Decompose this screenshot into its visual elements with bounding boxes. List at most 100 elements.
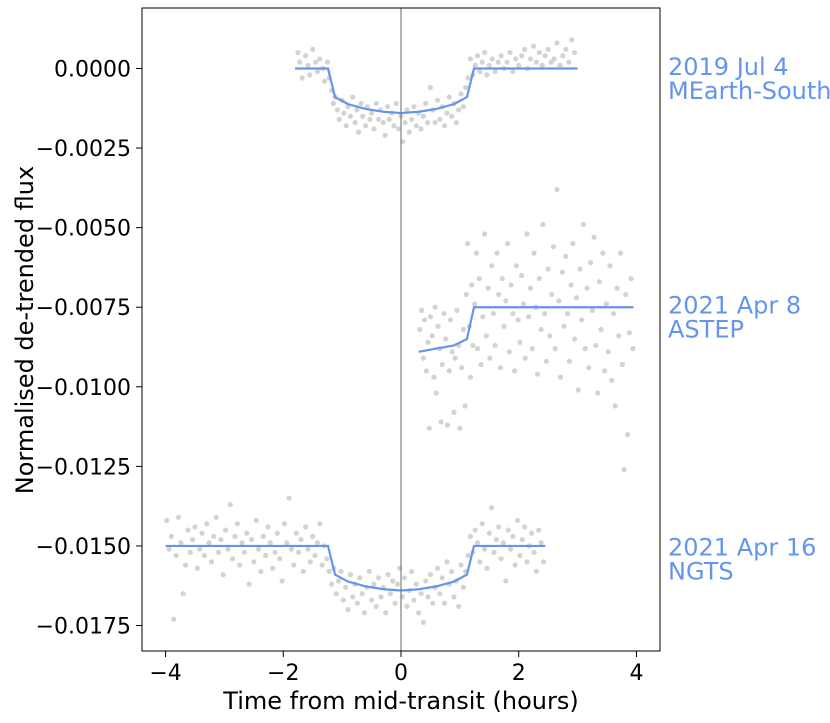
data-point (434, 565, 441, 571)
data-point (438, 419, 444, 425)
data-point (399, 594, 405, 600)
data-point (286, 495, 292, 501)
data-point (560, 53, 566, 59)
model-curve (295, 67, 578, 115)
data-point (413, 123, 419, 129)
y-axis-ticks: 0.0000 −0.0025 −0.0050 −0.0075 −0.0100 −0.012… (36, 57, 142, 640)
data-point (421, 317, 428, 323)
data-point (288, 546, 295, 552)
series-annotation-line: NGTS (668, 558, 734, 586)
data-point (222, 527, 229, 533)
data-point (359, 591, 365, 597)
data-point (529, 346, 535, 352)
data-point (295, 49, 301, 56)
data-point (514, 517, 521, 524)
data-point (427, 84, 434, 91)
data-point (493, 536, 499, 543)
data-point (429, 333, 435, 339)
data-point (496, 291, 502, 298)
data-point (621, 466, 627, 473)
data-point (340, 597, 346, 603)
data-point (413, 581, 419, 587)
data-point (626, 330, 632, 336)
data-point (383, 610, 389, 616)
data-point (563, 253, 569, 259)
data-point (460, 104, 466, 110)
data-point (194, 565, 200, 571)
data-point (460, 584, 466, 590)
data-point (554, 186, 560, 193)
data-point (612, 403, 618, 409)
data-point (549, 291, 555, 298)
data-point (248, 536, 255, 543)
data-point (423, 578, 429, 584)
data-point (368, 597, 375, 603)
data-point (474, 53, 481, 59)
data-point (437, 116, 443, 123)
data-point (465, 552, 471, 559)
data-point (404, 603, 410, 610)
data-point (197, 546, 203, 552)
data-point (481, 231, 488, 237)
data-point (279, 578, 285, 584)
data-point (206, 540, 212, 546)
data-point (547, 333, 553, 339)
data-point (313, 59, 319, 65)
data-point (225, 546, 231, 552)
data-point (208, 559, 215, 565)
data-point (467, 533, 474, 540)
data-point (462, 403, 468, 409)
data-point (298, 536, 304, 543)
data-point (472, 62, 478, 68)
data-point (485, 285, 491, 291)
x-tick-label: 2 (512, 661, 526, 686)
data-point (258, 568, 264, 575)
data-point (433, 390, 439, 396)
data-point (246, 581, 252, 587)
data-point (473, 250, 479, 256)
data-point (519, 53, 525, 59)
data-point (477, 559, 483, 565)
data-point (520, 301, 527, 307)
data-point (267, 540, 273, 546)
data-point (390, 578, 396, 584)
data-point (341, 110, 347, 116)
data-point (550, 244, 557, 250)
data-point (487, 355, 493, 361)
data-point (498, 53, 504, 59)
data-point (623, 291, 629, 298)
data-point (453, 119, 459, 126)
data-point (393, 100, 399, 107)
data-point (465, 75, 471, 81)
data-point (336, 578, 342, 584)
data-point (443, 336, 449, 342)
data-point (467, 374, 474, 380)
data-point (178, 540, 184, 546)
data-point (305, 62, 311, 68)
data-point (420, 355, 426, 361)
series-annotation-line: ASTEP (668, 316, 744, 344)
data-point (545, 46, 551, 52)
data-point (284, 540, 290, 546)
data-point (300, 568, 306, 575)
data-point (542, 310, 548, 317)
data-point (425, 594, 431, 600)
data-point (522, 46, 528, 52)
data-point (449, 349, 455, 355)
data-point (356, 129, 362, 135)
data-point (272, 549, 278, 555)
data-point (328, 581, 335, 587)
data-point (519, 536, 525, 543)
data-point (527, 285, 534, 291)
data-point (533, 59, 539, 65)
data-point (497, 365, 504, 371)
model-curve (418, 306, 634, 353)
data-point (580, 221, 587, 228)
data-point (211, 533, 217, 540)
data-point (425, 339, 431, 345)
data-point (420, 619, 426, 625)
data-point (201, 552, 207, 559)
data-point (603, 301, 610, 307)
data-point (484, 72, 490, 78)
data-point (368, 110, 375, 116)
